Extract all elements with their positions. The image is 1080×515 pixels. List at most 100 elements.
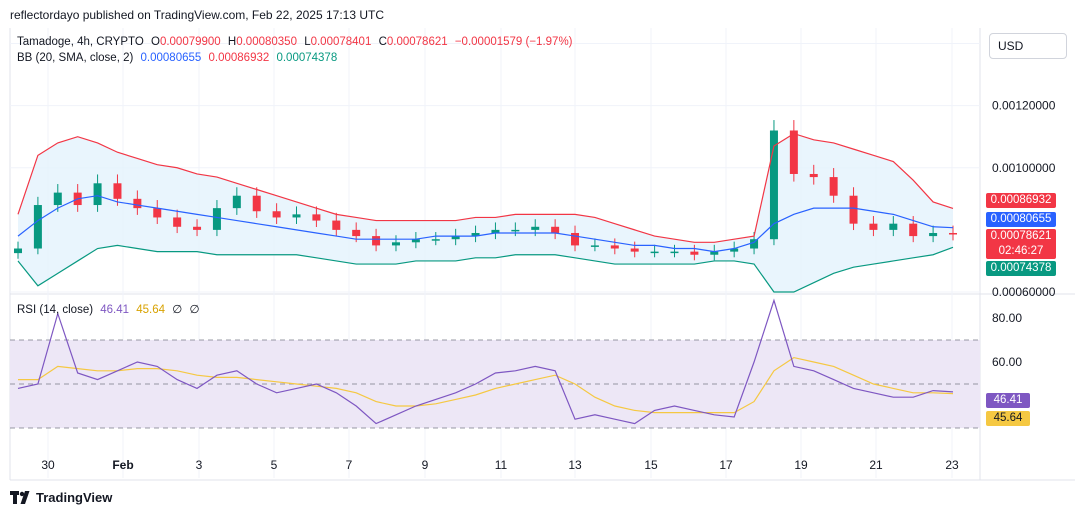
rsi-band	[10, 340, 980, 428]
candle-body	[690, 251, 699, 255]
time-axis: 30 Feb 3 5 7 9 11 13 15 17 19 21 23	[41, 458, 959, 472]
candle-body	[113, 183, 122, 199]
candle-body	[431, 239, 440, 241]
rsi-pane	[10, 298, 980, 429]
candle-body	[710, 251, 719, 255]
open-label: O	[150, 36, 160, 48]
bollinger-fill-area	[18, 133, 953, 292]
candle-body	[491, 229, 500, 233]
rsi-label[interactable]: RSI (14, close)	[17, 304, 94, 316]
candle-body	[531, 226, 540, 230]
time-tick-label: 19	[794, 458, 808, 472]
bb-basis-badge: 0.00080655	[986, 212, 1056, 227]
bb-upper-value: 0.00086932	[208, 52, 270, 64]
candle-body	[551, 226, 560, 233]
candle-body	[153, 208, 162, 218]
candle-body	[869, 223, 878, 230]
low-value: 0.00078401	[310, 36, 372, 48]
time-tick-label: 17	[719, 458, 733, 472]
candle-body	[212, 208, 221, 230]
tradingview-logo-icon	[10, 491, 30, 504]
candle-body	[133, 198, 142, 209]
price-tick-label: 0.00120000	[992, 99, 1056, 113]
candle-body	[511, 229, 520, 232]
time-tick-label: 9	[422, 458, 429, 472]
publisher-line: reflectordayo published on TradingView.c…	[10, 8, 385, 22]
time-tick-label: 11	[495, 458, 508, 472]
last-price-value: 0.00078621	[990, 230, 1052, 242]
rsi-tick-label: 80.00	[992, 311, 1022, 325]
candle-body	[949, 232, 957, 235]
candle-body	[730, 248, 739, 252]
candlestick-series	[14, 120, 957, 261]
candle-body	[471, 232, 480, 237]
time-tick-label: 5	[271, 458, 278, 472]
time-tick-label: 15	[644, 458, 658, 472]
open-value: 0.00079900	[159, 36, 221, 48]
ohlc-legend: Tamadoge, 4h, CRYPTO O0.00079900 H0.0008…	[17, 36, 573, 48]
candle-body	[750, 239, 759, 249]
bb-label[interactable]: BB (20, SMA, close, 2)	[17, 52, 134, 64]
candle-body	[312, 214, 321, 221]
candle-body	[411, 239, 420, 243]
candle-body	[650, 251, 659, 254]
candle-body	[571, 232, 580, 246]
time-tick-label: 3	[196, 458, 203, 472]
candle-body	[372, 236, 381, 246]
tradingview-logo[interactable]: TradingView	[10, 490, 112, 505]
close-value: 0.00078621	[386, 36, 448, 48]
time-tick-label: 30	[41, 458, 55, 472]
change-value: −0.00001579 (−1.97%)	[454, 36, 573, 48]
candle-body	[909, 223, 918, 237]
rsi-value: 46.41	[100, 304, 130, 316]
time-tick-label: 7	[346, 458, 353, 472]
bb-legend: BB (20, SMA, close, 2) 0.00080655 0.0008…	[17, 52, 337, 64]
rsi-extra-1: ∅	[172, 304, 183, 316]
bb-lower-line	[17, 244, 954, 293]
symbol-label[interactable]: Tamadoge, 4h, CRYPTO	[17, 36, 144, 48]
candle-body	[610, 245, 619, 249]
price-tick-label: 0.00100000	[992, 161, 1056, 175]
bb-basis-line	[17, 195, 954, 253]
candle-body	[252, 195, 261, 212]
bb-lower-badge: 0.00074378	[986, 261, 1056, 276]
bb-basis-value: 0.00080655	[140, 52, 202, 64]
candle-body	[590, 245, 599, 247]
candle-body	[849, 195, 858, 224]
candle-body	[272, 211, 281, 218]
brand-label: TradingView	[36, 490, 113, 505]
bb-upper-line	[17, 132, 954, 243]
candle-body	[809, 173, 818, 178]
rsi-ma-value: 45.64	[136, 304, 166, 316]
candle-body	[829, 177, 838, 196]
candle-body	[630, 248, 639, 252]
candle-body	[391, 242, 400, 246]
price-tick-label: 0.00060000	[992, 285, 1056, 299]
candle-body	[292, 214, 301, 218]
last-price-badge: 0.00078621 02:46:27	[986, 229, 1056, 259]
rsi-badge: 46.41	[986, 393, 1030, 408]
currency-button[interactable]: USD	[989, 33, 1067, 59]
candle-body	[352, 229, 361, 237]
bb-lower-value: 0.00074378	[276, 52, 338, 64]
candle-body	[193, 226, 202, 230]
candle-body	[53, 192, 62, 206]
candle-body	[789, 130, 798, 174]
close-label: C	[378, 36, 387, 48]
candle-body	[889, 223, 898, 230]
high-label: H	[227, 36, 237, 48]
rsi-extra-2: ∅	[189, 304, 200, 316]
candle-body	[232, 195, 241, 209]
bollinger-band-fill	[18, 133, 953, 292]
candle-body	[93, 183, 102, 206]
rsi-ma-badge: 45.64	[986, 411, 1030, 426]
time-tick-label: 13	[568, 458, 582, 472]
time-tick-label: 23	[945, 458, 959, 472]
candle-body	[451, 236, 460, 240]
rsi-legend: RSI (14, close) 46.41 45.64 ∅ ∅	[17, 302, 200, 316]
candle-body	[14, 248, 22, 254]
rsi-line	[17, 298, 954, 425]
candle-body	[332, 220, 341, 230]
time-tick-label: 21	[869, 458, 883, 472]
bb-upper-badge: 0.00086932	[986, 193, 1056, 208]
